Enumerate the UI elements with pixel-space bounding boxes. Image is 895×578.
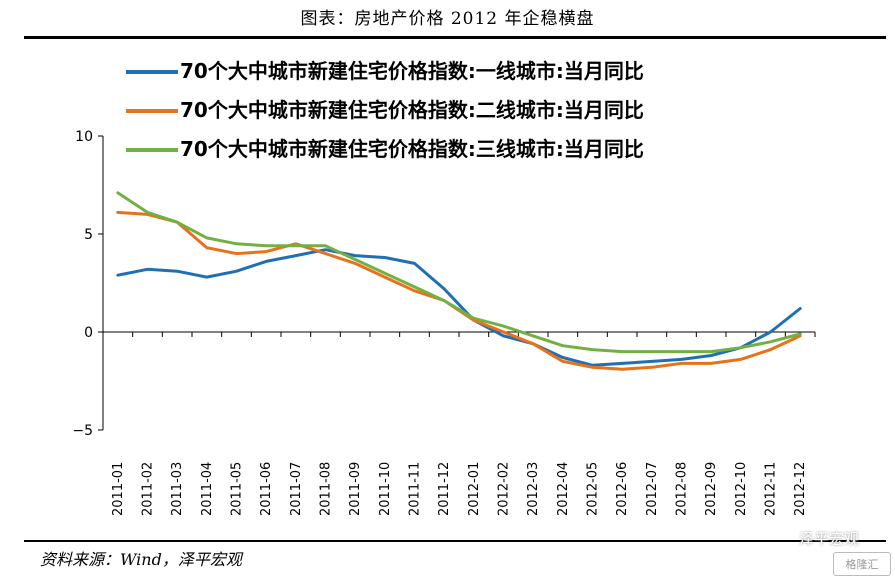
- x-tick-label: 2012-02: [497, 462, 512, 516]
- x-tick-label: 2012-03: [526, 462, 541, 516]
- y-tick-label: 5: [84, 227, 93, 243]
- series-line-2: [116, 210, 802, 371]
- x-tick-label: 2011-01: [111, 462, 126, 516]
- x-tick-label: 2012-12: [793, 462, 808, 516]
- legend: 70个大中城市新建住宅价格指数:一线城市:当月同比 70个大中城市新建住宅价格指数…: [126, 59, 644, 161]
- x-tick-label: 2011-09: [348, 462, 363, 516]
- x-tick-label: 2011-11: [408, 462, 423, 516]
- x-tick-label: 2011-08: [319, 462, 334, 516]
- y-tick-label: −5: [72, 423, 93, 439]
- series-line-3: [116, 191, 802, 354]
- watermark-logo: 格隆汇: [833, 552, 891, 576]
- x-tick-label: 2012-11: [764, 462, 779, 516]
- legend-label-2: 70个大中城市新建住宅价格指数:二线城市:当月同比: [180, 98, 644, 122]
- chart-title: 图表：房地产价格 2012 年企稳横盘: [300, 9, 595, 29]
- x-tick-label: 2012-08: [675, 462, 690, 516]
- legend-label-3: 70个大中城市新建住宅价格指数:三线城市:当月同比: [180, 137, 644, 161]
- axes: 10 5 0 −5 2011-01 2011-02 2011-03 2011-04 2011-0…: [72, 129, 816, 516]
- top-rule: [24, 36, 886, 39]
- series-line-1: [116, 248, 802, 367]
- x-tick-label: 2011-10: [378, 462, 393, 516]
- x-tick-label: 2012-10: [734, 462, 749, 516]
- x-tick-label: 2011-05: [230, 462, 245, 516]
- watermark-text: 泽平宏观: [798, 530, 859, 548]
- x-tick-label: 2011-12: [437, 462, 452, 516]
- y-tick-label: 10: [75, 129, 93, 145]
- legend-label-1: 70个大中城市新建住宅价格指数:一线城市:当月同比: [180, 59, 644, 83]
- series-lines: [116, 191, 802, 371]
- x-tick-label: 2012-06: [615, 462, 630, 516]
- x-tick-label: 2011-02: [141, 462, 156, 516]
- source-note: 资料来源：Wind，泽平宏观: [40, 550, 242, 569]
- x-tick-label: 2012-05: [586, 462, 601, 516]
- x-tick-label: 2011-07: [289, 462, 304, 516]
- x-tick-label: 2011-03: [170, 462, 185, 516]
- x-tick-label: 2011-04: [200, 462, 215, 516]
- x-tick-label: 2012-04: [556, 462, 571, 516]
- x-tick-label: 2011-06: [259, 462, 274, 516]
- bottom-rule: [24, 540, 886, 542]
- x-tick-label: 2012-09: [704, 462, 719, 516]
- y-tick-label: 0: [84, 325, 93, 341]
- x-tick-label: 2012-01: [467, 462, 482, 516]
- x-tick-label: 2012-07: [645, 462, 660, 516]
